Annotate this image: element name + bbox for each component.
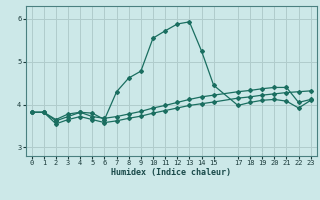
X-axis label: Humidex (Indice chaleur): Humidex (Indice chaleur) [111, 168, 231, 177]
